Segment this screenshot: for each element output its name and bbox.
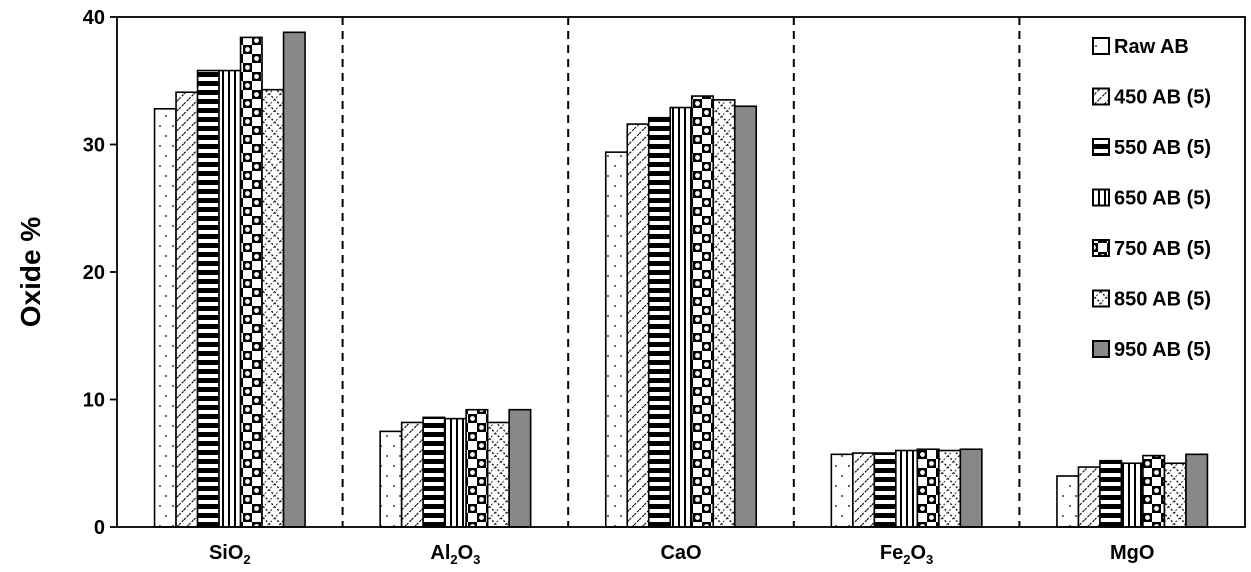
legend-swatch [1092, 340, 1110, 358]
bar [690, 95, 715, 528]
legend-label: Raw AB [1114, 36, 1189, 58]
bar [1163, 462, 1187, 528]
y-tick-label: 20 [83, 262, 105, 284]
legend-swatch [1092, 239, 1110, 257]
y-tick-label: 10 [83, 390, 105, 412]
legend-label: 650 AB (5) [1114, 188, 1211, 210]
y-tick-label: 40 [83, 7, 105, 29]
x-category-label: MgO [1110, 542, 1154, 564]
bar [916, 448, 940, 528]
bar [1077, 466, 1101, 528]
bar [938, 449, 962, 528]
bar [175, 91, 199, 528]
bar [1142, 454, 1166, 528]
group-separators [341, 17, 1021, 527]
bar [959, 448, 983, 528]
bar [218, 69, 242, 528]
legend-label: 850 AB (5) [1114, 289, 1211, 311]
x-category-label: CaO [660, 542, 701, 564]
y-axis-label: Oxide % [15, 217, 46, 328]
bar [626, 123, 650, 528]
bar [733, 105, 758, 528]
y-axis-ticks: 0 10 20 30 40 [83, 7, 117, 539]
bar [379, 430, 403, 528]
y-tick-label: 30 [83, 135, 105, 157]
bar [712, 99, 736, 528]
bar [852, 452, 876, 528]
legend-label: 550 AB (5) [1114, 137, 1211, 159]
legend-swatch [1092, 87, 1110, 106]
legend-swatch [1092, 138, 1110, 156]
bar [261, 88, 285, 528]
bar [282, 31, 306, 528]
legend-label: 750 AB (5) [1114, 238, 1211, 260]
bar [895, 449, 919, 528]
legend-swatch [1092, 188, 1110, 207]
legend-label: 450 AB (5) [1114, 87, 1211, 109]
bar [443, 417, 467, 528]
bar [508, 408, 532, 528]
y-tick-label: 0 [94, 517, 105, 539]
x-category-label: SiO2 [209, 542, 251, 567]
bar [873, 452, 897, 528]
bar [400, 421, 424, 528]
bar [422, 416, 446, 528]
legend-swatch [1092, 289, 1110, 308]
bar [486, 421, 510, 528]
bar [1099, 459, 1123, 528]
bar [465, 408, 489, 528]
legend-swatch [1092, 37, 1110, 55]
x-category-label: Fe2O3 [880, 542, 933, 567]
bar [239, 36, 263, 528]
x-category-label: Al2O3 [430, 542, 480, 567]
bar [669, 106, 693, 528]
bar [830, 453, 854, 528]
legend-label: 950 AB (5) [1114, 339, 1211, 361]
bar [604, 151, 629, 528]
bar [1120, 462, 1144, 528]
bar [196, 69, 220, 528]
bar-series [153, 31, 1209, 528]
bar [153, 108, 177, 528]
bar [647, 116, 672, 528]
bar [1185, 453, 1209, 528]
legend: Raw AB 450 AB (5) 550 AB (5) 650 AB (5) 750 … [1092, 36, 1211, 361]
bar [1056, 475, 1080, 528]
x-axis-labels: SiO2 Al2O3 CaO Fe2O3 MgO [209, 542, 1154, 567]
